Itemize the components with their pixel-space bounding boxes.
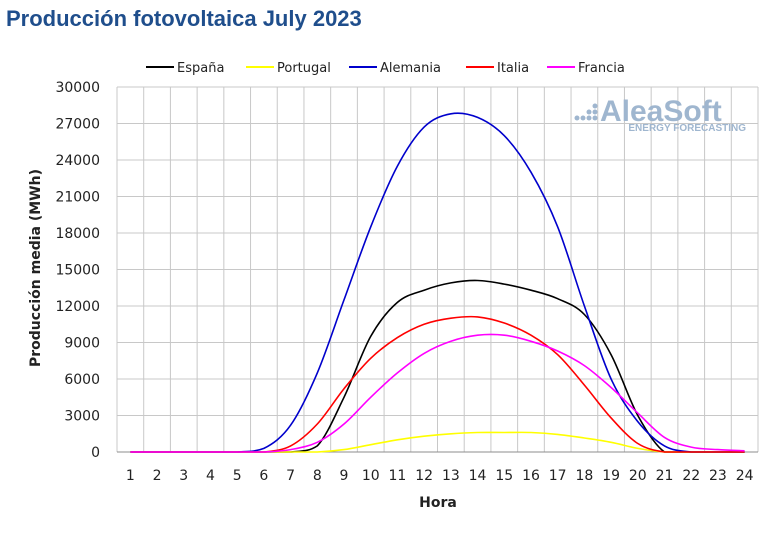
y-tick-label: 12000 [55,299,100,315]
logo-dot [592,103,598,109]
x-tick-labels: 1 2 3 4 5 6 7 8 9 10 11 12 13 14 15 16 17 18 19 20 21 22 23 24 [126,468,754,484]
legend-label: Alemania [380,61,441,76]
y-tick-label: 3000 [64,409,100,425]
x-tick-label: 4 [206,468,215,484]
y-axis-title: Producción media (MWh) [28,169,44,367]
x-tick-label: 19 [602,468,620,484]
logo-dot [592,109,598,115]
logo-subtext: ENERGY FORECASTING [628,123,746,134]
logo-dot [586,115,592,121]
x-axis-title: Hora [419,495,457,511]
legend-label: Francia [578,61,625,76]
y-tick-label: 6000 [64,372,100,388]
x-tick-label: 6 [259,468,268,484]
legend-label: Italia [497,61,529,76]
x-tick-label: 11 [389,468,407,484]
x-tick-label: 7 [286,468,295,484]
y-tick-label: 24000 [55,153,100,169]
y-tick-label: 27000 [55,117,100,133]
x-tick-label: 13 [442,468,460,484]
y-tick-label: 18000 [55,226,100,242]
x-tick-label: 23 [709,468,727,484]
logo-dot [574,115,580,121]
legend-label: España [177,61,224,76]
x-tick-label: 18 [575,468,593,484]
y-tick-label: 15000 [55,263,100,279]
x-tick-label: 17 [549,468,567,484]
logo-dot [586,109,592,115]
aleasoft-logo: AleaSoft ENERGY FORECASTING [574,95,746,134]
x-tick-label: 20 [629,468,647,484]
chart-title: Producción fotovoltaica July 2023 [6,6,362,31]
x-tick-label: 15 [495,468,513,484]
logo-dot [580,115,586,121]
x-tick-label: 21 [656,468,674,484]
y-tick-labels: 0 3000 6000 9000 12000 15000 18000 21000 24000 27… [55,80,100,461]
logo-text: AleaSoft [600,95,722,128]
x-tick-label: 10 [362,468,380,484]
y-tick-label: 0 [91,445,100,461]
series-lines [130,112,745,453]
x-tick-label: 24 [736,468,754,484]
grid [116,86,759,453]
x-tick-label: 5 [233,468,242,484]
x-tick-label: 16 [522,468,540,484]
x-tick-label: 8 [313,468,322,484]
x-tick-label: 14 [469,468,487,484]
legend-label: Portugal [277,61,331,76]
y-tick-label: 9000 [64,336,100,352]
y-tick-label: 30000 [55,80,100,96]
x-tick-label: 22 [682,468,700,484]
logo-dot [592,115,598,121]
x-tick-label: 2 [153,468,162,484]
x-tick-label: 3 [179,468,188,484]
series-line-4 [130,333,745,453]
x-tick-label: 12 [415,468,433,484]
x-tick-label: 9 [340,468,349,484]
x-tick-label: 1 [126,468,135,484]
legend: España Portugal Alemania Italia Francia [146,61,625,76]
y-tick-label: 21000 [55,190,100,206]
